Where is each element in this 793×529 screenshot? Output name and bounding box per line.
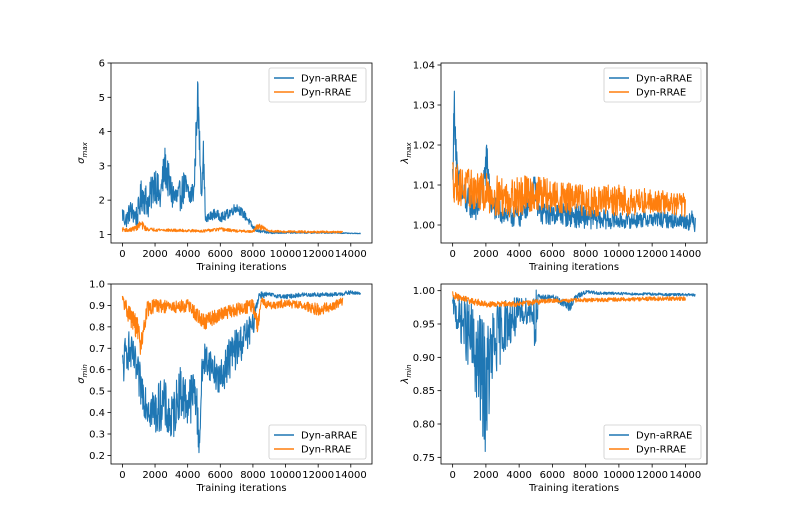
legend-label: Dyn-aRRAE [301, 74, 357, 85]
legend-label: Dyn-RRAE [301, 445, 351, 456]
x-tick-label: 12000 [302, 249, 334, 260]
axes-frame [110, 62, 373, 244]
legend-label: Dyn-RRAE [636, 445, 686, 456]
y-tick-label: 1.0 [89, 280, 105, 291]
x-tick-label: 10000 [603, 470, 635, 481]
x-tick-label: 2000 [142, 470, 167, 481]
chart-sigma_max: 0 2000 4000 6000 8000 10000 12000 14000 1 2 3 4 5 6 Tr… [76, 59, 373, 273]
legend-label: Dyn-aRRAE [636, 431, 692, 442]
y-tick-label: 0.80 [413, 420, 435, 431]
series-line-dyn-rrae [121, 221, 344, 234]
x-tick-label: 2000 [473, 249, 498, 260]
x-tick-label: 0 [119, 249, 125, 260]
y-tick-label: 0.7 [89, 344, 105, 355]
x-tick-label: 8000 [240, 470, 265, 481]
x-tick-label: 6000 [540, 249, 565, 260]
y-tick-label: 0.6 [89, 365, 105, 376]
x-tick-label: 14000 [335, 249, 367, 260]
x-tick-label: 6000 [208, 249, 233, 260]
y-axis-label: σmin [76, 364, 89, 384]
axes-frame [440, 62, 708, 244]
legend-box [268, 67, 367, 103]
y-tick-label: 3 [99, 161, 105, 172]
y-tick-label: 6 [99, 59, 105, 70]
x-tick-label: 2000 [142, 249, 167, 260]
x-axis-label: Training iterations [195, 483, 286, 494]
x-tick-label: 8000 [573, 249, 598, 260]
legend-label: Dyn-aRRAE [301, 431, 357, 442]
legend: Dyn-aRRAE Dyn-RRAE [603, 67, 702, 103]
y-tick-label: 1.02 [413, 141, 435, 152]
x-tick-label: 8000 [240, 249, 265, 260]
x-tick-label: 6000 [540, 470, 565, 481]
y-tick-label: 0.4 [89, 408, 105, 419]
series-line-dyn-arrae [121, 290, 362, 454]
y-tick-label: 1 [99, 230, 105, 241]
y-tick-label: 1.01 [413, 181, 435, 192]
x-tick-label: 14000 [335, 470, 367, 481]
axes-frame [110, 283, 373, 465]
legend-label: Dyn-aRRAE [636, 74, 692, 85]
x-tick-label: 12000 [636, 249, 668, 260]
chart-sigma_min: 0 2000 4000 6000 8000 10000 12000 14000 0.2 0.3 0.… [76, 280, 373, 494]
series-line-dyn-rrae [121, 295, 344, 355]
legend: Dyn-aRRAE Dyn-RRAE [603, 424, 702, 460]
axes-frame [440, 283, 708, 465]
legend-label: Dyn-RRAE [636, 88, 686, 99]
legend-label: Dyn-RRAE [301, 88, 351, 99]
x-tick-label: 14000 [669, 470, 701, 481]
chart-lambda_max: 0 2000 4000 6000 8000 10000 12000 14000 1.00 1.01… [400, 61, 708, 273]
x-axis-label: Training iterations [528, 262, 619, 273]
series-line-dyn-rrae [452, 291, 686, 308]
y-tick-label: 0.5 [89, 387, 105, 398]
series-line-dyn-arrae [121, 81, 361, 235]
x-tick-label: 10000 [270, 470, 302, 481]
series-line-dyn-rrae [452, 161, 686, 218]
legend-box [268, 424, 367, 460]
y-tick-label: 0.8 [89, 322, 105, 333]
y-tick-label: 1.00 [413, 221, 435, 232]
y-axis-label: σmax [76, 141, 89, 163]
x-tick-label: 10000 [603, 249, 635, 260]
y-tick-label: 2 [99, 196, 105, 207]
y-tick-label: 0.90 [413, 353, 435, 364]
x-tick-label: 10000 [270, 249, 302, 260]
x-tick-label: 8000 [573, 470, 598, 481]
x-axis-label: Training iterations [195, 262, 286, 273]
y-tick-label: 1.03 [413, 101, 435, 112]
chart-lambda_min: 0 2000 4000 6000 8000 10000 12000 14000 0.75 0.80… [400, 283, 708, 494]
x-tick-label: 2000 [473, 470, 498, 481]
x-tick-label: 4000 [175, 470, 200, 481]
x-tick-label: 6000 [208, 470, 233, 481]
y-tick-label: 0.9 [89, 301, 105, 312]
y-tick-label: 0.85 [413, 386, 435, 397]
x-tick-label: 0 [449, 249, 455, 260]
y-axis-label: λmin [400, 364, 413, 384]
x-tick-label: 4000 [506, 249, 531, 260]
y-tick-label: 1.00 [413, 286, 435, 297]
legend: Dyn-aRRAE Dyn-RRAE [268, 67, 367, 103]
x-tick-label: 4000 [175, 249, 200, 260]
y-axis-label: λmax [400, 142, 413, 165]
y-tick-label: 1.04 [413, 61, 435, 72]
x-tick-label: 0 [119, 470, 125, 481]
legend: Dyn-aRRAE Dyn-RRAE [268, 424, 367, 460]
y-tick-label: 0.95 [413, 320, 435, 331]
y-tick-label: 5 [99, 93, 105, 104]
legend-box [603, 424, 702, 460]
y-tick-label: 0.75 [413, 453, 435, 464]
x-tick-label: 4000 [506, 470, 531, 481]
x-tick-label: 12000 [302, 470, 334, 481]
x-tick-label: 12000 [636, 470, 668, 481]
x-tick-label: 14000 [669, 249, 701, 260]
x-axis-label: Training iterations [528, 483, 619, 494]
legend-box [603, 67, 702, 103]
y-tick-label: 4 [99, 127, 105, 138]
x-tick-label: 0 [449, 470, 455, 481]
y-tick-label: 0.2 [89, 451, 105, 462]
y-tick-label: 0.3 [89, 430, 105, 441]
